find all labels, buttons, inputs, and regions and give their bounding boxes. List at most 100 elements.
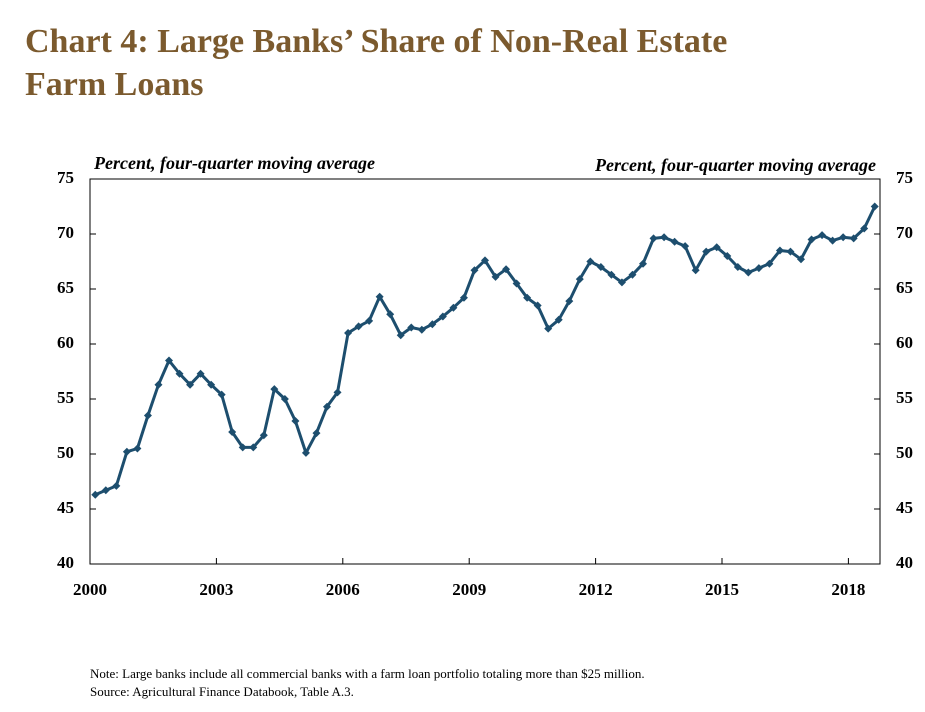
- data-point: [723, 252, 732, 260]
- x-tick-label: 2006: [326, 580, 360, 599]
- data-point: [839, 233, 848, 242]
- data-point: [702, 247, 711, 256]
- data-point: [365, 316, 374, 325]
- data-point: [797, 255, 805, 264]
- data-point: [828, 236, 837, 245]
- chart-title: Chart 4: Large Banks’ Share of Non-Real …: [25, 23, 727, 60]
- data-point: [175, 369, 184, 378]
- y-tick-label: 45: [57, 498, 74, 517]
- data-point: [270, 385, 279, 394]
- data-point: [786, 247, 795, 256]
- data-point: [312, 429, 321, 438]
- x-tick-label: 2000: [73, 580, 107, 599]
- data-point: [459, 293, 468, 302]
- data-point: [291, 417, 300, 425]
- data-point: [133, 444, 142, 453]
- y-tick-label: 70: [57, 223, 74, 242]
- data-point: [407, 323, 416, 332]
- data-point: [333, 388, 342, 397]
- data-point: [228, 428, 237, 436]
- x-tick-label: 2018: [831, 580, 865, 599]
- data-point: [754, 264, 763, 273]
- data-point: [860, 224, 869, 233]
- data-point: [512, 279, 521, 288]
- data-point: [417, 325, 426, 334]
- data-point: [617, 278, 626, 287]
- y2-tick-label: 40: [896, 553, 913, 572]
- data-point: [649, 234, 658, 243]
- data-point: [533, 301, 542, 310]
- data-point: [712, 243, 721, 252]
- data-point: [301, 448, 310, 457]
- data-point: [544, 324, 553, 333]
- data-point: [575, 275, 584, 284]
- y2-tick-label: 60: [896, 333, 913, 352]
- data-point: [196, 369, 205, 378]
- data-point: [91, 490, 100, 499]
- chart-title: Farm Loans: [25, 66, 204, 103]
- y2-tick-label: 50: [896, 443, 913, 462]
- data-point: [112, 481, 121, 490]
- data-point: [775, 246, 784, 255]
- y-tick-label: 55: [57, 388, 74, 407]
- data-point: [165, 356, 173, 365]
- data-point: [818, 231, 827, 240]
- data-point: [607, 270, 616, 279]
- y-tick-label: 75: [57, 168, 74, 187]
- data-point: [586, 257, 595, 266]
- data-point: [449, 303, 458, 312]
- plot-frame: [89, 178, 881, 565]
- data-point: [207, 380, 216, 389]
- data-point: [765, 259, 774, 268]
- data-point: [396, 331, 405, 340]
- y2-tick-label: 75: [896, 168, 913, 187]
- x-tick-label: 2012: [579, 580, 613, 599]
- data-point: [323, 402, 331, 411]
- data-point: [386, 310, 395, 319]
- y2-tick-label: 45: [896, 498, 913, 517]
- data-point: [639, 259, 647, 268]
- x-tick-label: 2009: [452, 580, 486, 599]
- data-point: [249, 443, 258, 452]
- data-point: [628, 270, 637, 279]
- data-point: [849, 234, 858, 243]
- data-point: [491, 272, 500, 281]
- y-axis-label: Percent, four-quarter moving average: [93, 153, 375, 173]
- y2-tick-label: 55: [896, 388, 913, 407]
- data-point: [122, 447, 131, 456]
- data-point: [807, 235, 816, 244]
- x-tick-label: 2015: [705, 580, 739, 599]
- data-point: [238, 443, 247, 452]
- data-point: [744, 268, 753, 277]
- data-point: [670, 237, 679, 246]
- data-point: [375, 292, 384, 301]
- data-point: [354, 322, 363, 331]
- data-point: [217, 390, 226, 399]
- data-point: [344, 329, 353, 337]
- y2-tick-label: 65: [896, 278, 913, 297]
- data-point: [428, 320, 437, 329]
- data-point: [870, 202, 879, 211]
- data-point: [502, 265, 511, 274]
- data-point: [733, 263, 742, 271]
- y-tick-label: 40: [57, 553, 74, 572]
- data-point: [143, 411, 152, 420]
- x-tick-label: 2003: [199, 580, 233, 599]
- data-point: [154, 380, 163, 389]
- data-point: [596, 263, 605, 271]
- data-point: [523, 293, 532, 302]
- y-tick-label: 50: [57, 443, 74, 462]
- data-point: [101, 486, 110, 495]
- data-line: [94, 205, 877, 497]
- data-point: [660, 233, 669, 242]
- data-point: [438, 312, 447, 321]
- data-point: [280, 395, 289, 403]
- note: Note: Large banks include all commercial…: [90, 666, 645, 681]
- y-tick-label: 65: [57, 278, 74, 297]
- data-point: [186, 380, 195, 389]
- data-point: [481, 256, 489, 265]
- data-point: [259, 431, 268, 440]
- data-point: [691, 266, 700, 275]
- source: Source: Agricultural Finance Databook, T…: [90, 684, 354, 699]
